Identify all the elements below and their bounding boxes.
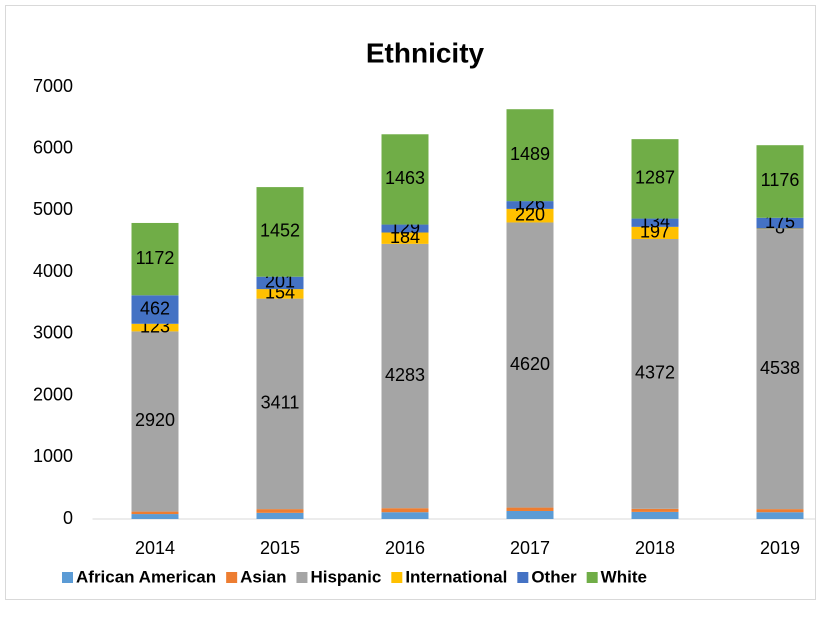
bar-segment (632, 512, 679, 519)
y-tick-label: 0 (63, 508, 73, 528)
data-label: 1287 (635, 168, 675, 188)
chart-title: Ethnicity (366, 37, 485, 68)
x-tick-label: 2015 (260, 538, 300, 558)
legend-swatch (296, 572, 307, 583)
bar-segment (132, 514, 179, 519)
x-tick-label: 2017 (510, 538, 550, 558)
x-tick-label: 2014 (135, 538, 175, 558)
bar-segment (757, 512, 804, 519)
bar-segment (382, 512, 429, 519)
data-label: 1452 (260, 221, 300, 241)
y-tick-label: 1000 (33, 446, 73, 466)
data-label: 1463 (385, 168, 425, 188)
data-label: 4372 (635, 363, 675, 383)
legend-label: African American (76, 567, 216, 586)
bar-segment (382, 508, 429, 512)
bar-segment (632, 509, 679, 512)
data-label: 4620 (510, 354, 550, 374)
x-tick-label: 2016 (385, 538, 425, 558)
y-tick-label: 4000 (33, 261, 73, 281)
data-label: 1176 (761, 170, 800, 190)
legend-swatch (587, 572, 598, 583)
bar-segment (757, 509, 804, 512)
legend-label: Hispanic (310, 567, 381, 586)
bar-segment (257, 509, 304, 513)
bar-segment (507, 508, 554, 511)
data-label: 1172 (136, 248, 175, 268)
data-label: 3411 (261, 393, 300, 413)
data-label: 2920 (135, 410, 175, 430)
legend-swatch (226, 572, 237, 583)
y-tick-label: 6000 (33, 137, 73, 157)
y-tick-label: 2000 (33, 384, 73, 404)
data-label: 1489 (510, 144, 550, 164)
legend-label: Asian (240, 567, 286, 586)
data-label: 462 (140, 298, 170, 318)
data-label: 4538 (760, 358, 800, 378)
legend-label: Other (531, 567, 577, 586)
legend-label: White (601, 567, 647, 586)
x-tick-label: 2019 (760, 538, 800, 558)
legend-swatch (391, 572, 402, 583)
bar-segment (257, 513, 304, 519)
legend-swatch (62, 572, 73, 583)
y-tick-label: 7000 (33, 76, 73, 96)
bar-segment (507, 511, 554, 519)
data-label: 4283 (385, 365, 425, 385)
legend-label: International (405, 567, 507, 586)
x-tick-label: 2018 (635, 538, 675, 558)
y-tick-label: 3000 (33, 323, 73, 343)
bar-segment (132, 512, 179, 514)
legend-swatch (517, 572, 528, 583)
y-tick-label: 5000 (33, 199, 73, 219)
